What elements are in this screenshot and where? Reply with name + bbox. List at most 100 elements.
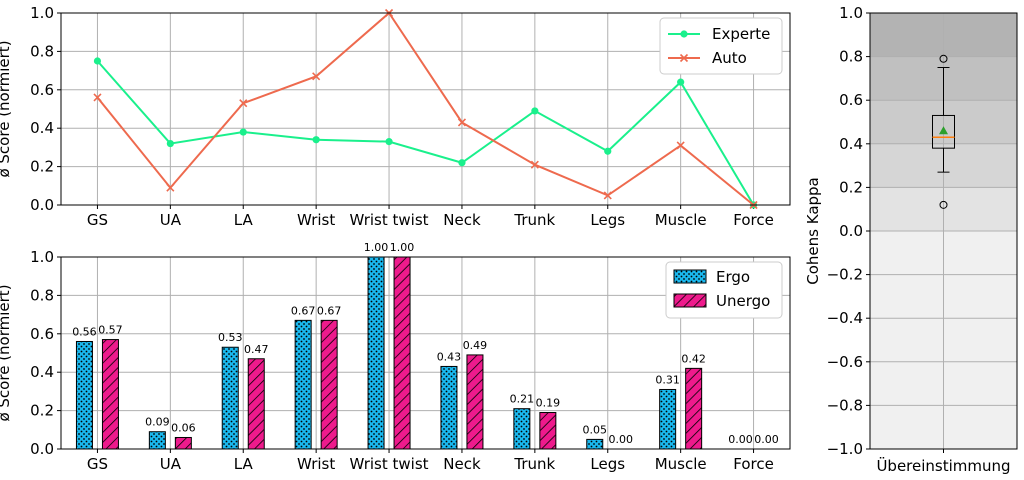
- data-point: [166, 139, 174, 148]
- data-point: [458, 159, 466, 167]
- x-tick-label: Wrist: [297, 455, 335, 473]
- data-point: [93, 93, 102, 102]
- y-tick-label: 0.2: [30, 158, 54, 176]
- bar-ergo: [148, 431, 166, 450]
- x-tick-label: LA: [234, 211, 254, 229]
- bar-ergo: [586, 438, 604, 450]
- bar-unergo: [393, 256, 411, 450]
- bar-unergo: [101, 339, 119, 450]
- y-tick-label: −0.2: [827, 266, 863, 284]
- x-tick-label: UA: [160, 455, 182, 473]
- data-point: [677, 78, 685, 86]
- data-label: 0.00: [609, 433, 634, 446]
- y-tick-label: 0.8: [30, 286, 54, 304]
- x-tick-label: Muscle: [655, 211, 707, 229]
- data-point: [604, 147, 612, 155]
- outlier-point: [939, 54, 948, 63]
- x-tick-label: Neck: [443, 455, 481, 473]
- y-tick-label: 0.6: [839, 91, 863, 109]
- legend: Experte Auto: [659, 17, 783, 75]
- bar-unergo: [320, 319, 338, 450]
- data-point: [239, 99, 248, 108]
- bar-unergo: [539, 412, 557, 450]
- data-point: [239, 128, 247, 136]
- data-label: 1.00: [390, 241, 415, 254]
- y-tick-label: 0.8: [839, 48, 863, 66]
- outlier-point: [939, 200, 948, 209]
- y-axis-label: ø Score (normiert): [0, 40, 13, 177]
- data-label: 0.19: [536, 397, 561, 410]
- y-tick-label: 1.0: [30, 4, 54, 22]
- x-tick-label: Force: [733, 211, 774, 229]
- data-label: 0.05: [583, 423, 608, 436]
- legend-label: Auto: [712, 49, 747, 67]
- data-label: 0.49: [463, 339, 488, 352]
- data-point: [312, 136, 320, 144]
- x-tick-label: Neck: [443, 211, 481, 229]
- data-point: [676, 141, 685, 150]
- data-label: 0.67: [291, 304, 316, 317]
- x-tick-label: Muscle: [655, 455, 707, 473]
- bar-unergo: [685, 367, 703, 450]
- y-tick-label: 1.0: [30, 248, 54, 266]
- data-point: [457, 118, 467, 127]
- legend-marker: [680, 30, 688, 38]
- x-tick-label: GS: [87, 455, 108, 473]
- y-axis-label: ø Score (normiert): [0, 284, 13, 421]
- bar-chart-panel: 0.0 0.2 0.4 0.6 0.8 1.0 GS UA LA Wrist Wrist twist…: [0, 241, 791, 473]
- x-tick-label: UA: [160, 211, 182, 229]
- data-label: 0.43: [437, 350, 462, 363]
- data-label: 0.47: [244, 343, 269, 356]
- y-tick-label: 0.0: [839, 222, 863, 240]
- y-tick-label: 0.2: [30, 402, 54, 420]
- y-tick-label: 0.4: [30, 363, 54, 381]
- data-point: [312, 72, 321, 81]
- x-tick-label: Legs: [590, 211, 625, 229]
- bar-ergo: [659, 388, 677, 450]
- series-line-experte: [96, 60, 755, 206]
- y-tick-label: 0.4: [839, 135, 863, 153]
- bar-ergo: [440, 365, 458, 450]
- y-tick-label: −0.4: [827, 309, 863, 327]
- y-tick-label: −0.6: [827, 353, 863, 371]
- bar-ergo: [367, 256, 385, 450]
- x-tick-label: Legs: [590, 455, 625, 473]
- data-point: [93, 57, 102, 65]
- box-plot-panel: 1.0 0.8 0.6 0.4 0.2 0.0 −0.2 −0.4 −0.6 −0.8 −1.0 Üb…: [804, 4, 1018, 475]
- x-tick-label: Wrist: [297, 211, 335, 229]
- series-line-auto: [96, 11, 755, 206]
- legend-marker: [679, 53, 689, 63]
- legend-swatch: [673, 269, 707, 284]
- plot-frame: [869, 12, 1018, 450]
- legend-swatch: [673, 293, 707, 308]
- y-tick-label: −1.0: [827, 440, 863, 458]
- legend-label: Experte: [712, 25, 770, 43]
- bar-unergo: [174, 436, 192, 450]
- data-label: 0.09: [145, 416, 170, 429]
- y-tick-label: 0.8: [30, 42, 54, 60]
- data-label: 1.00: [364, 241, 389, 254]
- bar-ergo: [513, 408, 531, 450]
- x-tick-label: Force: [733, 455, 774, 473]
- data-label: 0.53: [218, 331, 243, 344]
- data-point: [603, 191, 612, 200]
- y-axis-label: Cohens Kappa: [804, 177, 822, 284]
- data-label: 0.00: [754, 433, 779, 446]
- y-tick-label: 0.6: [30, 325, 54, 343]
- x-tick-label: GS: [87, 211, 108, 229]
- data-label: 0.31: [655, 373, 680, 386]
- data-label: 0.42: [681, 352, 706, 365]
- legend: Ergo Unergo: [665, 261, 783, 319]
- data-label: 0.00: [728, 433, 753, 446]
- x-tick-label: Wrist twist: [350, 455, 429, 473]
- bar-unergo: [466, 354, 484, 450]
- bar-ergo: [294, 319, 312, 450]
- data-label: 0.56: [72, 325, 97, 338]
- y-tick-label: 0.2: [839, 178, 863, 196]
- data-point: [385, 138, 393, 146]
- y-tick-label: 1.0: [839, 4, 863, 22]
- x-tick-label: Trunk: [513, 455, 555, 473]
- legend-label: Ergo: [716, 268, 750, 286]
